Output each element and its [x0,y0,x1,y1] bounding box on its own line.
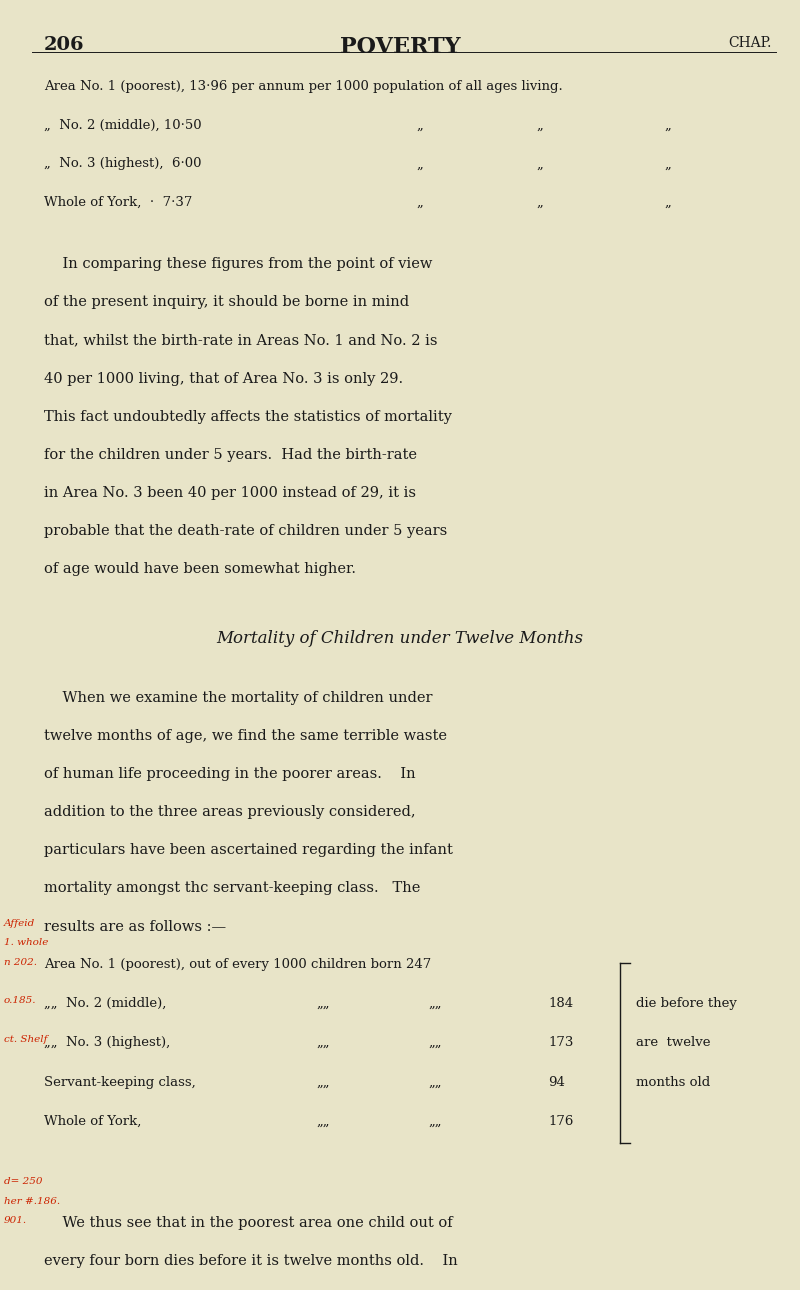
Text: for the children under 5 years.  Had the birth-rate: for the children under 5 years. Had the … [44,448,417,462]
Text: 94: 94 [548,1076,565,1089]
Text: „: „ [416,196,422,209]
Text: results are as follows :—: results are as follows :— [44,920,226,934]
Text: Whole of York,: Whole of York, [44,1115,142,1127]
Text: „„: „„ [428,1076,442,1089]
Text: This fact undoubtedly affects the statistics of mortality: This fact undoubtedly affects the statis… [44,410,452,423]
Text: When we examine the mortality of children under: When we examine the mortality of childre… [44,691,433,706]
Text: „„: „„ [316,1036,330,1049]
Text: „: „ [416,119,422,132]
Text: „„  No. 2 (middle),: „„ No. 2 (middle), [44,997,166,1010]
Text: her #.186.: her #.186. [4,1197,60,1206]
Text: „: „ [664,196,670,209]
Text: 173: 173 [548,1036,574,1049]
Text: of the present inquiry, it should be borne in mind: of the present inquiry, it should be bor… [44,295,409,310]
Text: in Area No. 3 been 40 per 1000 instead of 29, it is: in Area No. 3 been 40 per 1000 instead o… [44,485,416,499]
Text: „„: „„ [316,1115,330,1127]
Text: 206: 206 [44,36,85,54]
Text: ct. Shelf: ct. Shelf [4,1035,47,1044]
Text: „: „ [536,157,542,170]
Text: Area No. 1 (poorest), 13·96 per annum per 1000 population of all ages living.: Area No. 1 (poorest), 13·96 per annum pe… [44,80,562,93]
Text: „„: „„ [428,1115,442,1127]
Text: „„: „„ [428,1036,442,1049]
Text: „„: „„ [316,997,330,1010]
Text: „: „ [536,196,542,209]
Text: „: „ [536,119,542,132]
Text: „: „ [664,119,670,132]
Text: mortality amongst thc servant-keeping class.   The: mortality amongst thc servant-keeping cl… [44,881,420,895]
Text: 176: 176 [548,1115,574,1127]
Text: probable that the death-rate of children under 5 years: probable that the death-rate of children… [44,524,447,538]
Text: twelve months of age, we find the same terrible waste: twelve months of age, we find the same t… [44,729,447,743]
Text: are  twelve: are twelve [636,1036,710,1049]
Text: „„: „„ [428,997,442,1010]
Text: of human life proceeding in the poorer areas.    In: of human life proceeding in the poorer a… [44,768,416,782]
Text: that, whilst the birth-rate in Areas No. 1 and No. 2 is: that, whilst the birth-rate in Areas No.… [44,334,438,347]
Text: 901.: 901. [4,1216,27,1226]
Text: of age would have been somewhat higher.: of age would have been somewhat higher. [44,561,356,575]
Text: addition to the three areas previously considered,: addition to the three areas previously c… [44,805,416,819]
Text: „  No. 2 (middle), 10·50: „ No. 2 (middle), 10·50 [44,119,202,132]
Text: Area No. 1 (poorest), out of every 1000 children born 247: Area No. 1 (poorest), out of every 1000 … [44,957,431,970]
Text: „  No. 3 (highest),  6·00: „ No. 3 (highest), 6·00 [44,157,202,170]
Text: n 202.: n 202. [4,957,37,966]
Text: „„  No. 3 (highest),: „„ No. 3 (highest), [44,1036,170,1049]
Text: o.185.: o.185. [4,996,37,1005]
Text: In comparing these figures from the point of view: In comparing these figures from the poin… [44,258,432,271]
Text: Affeid: Affeid [4,918,35,928]
Text: „: „ [416,157,422,170]
Text: Mortality of Children under Twelve Months: Mortality of Children under Twelve Month… [217,631,583,648]
Text: 184: 184 [548,997,573,1010]
Text: die before they: die before they [636,997,737,1010]
Text: months old: months old [636,1076,710,1089]
Text: Servant-keeping class,: Servant-keeping class, [44,1076,196,1089]
Text: Whole of York,  ·  7·37: Whole of York, · 7·37 [44,196,192,209]
Text: every four born dies before it is twelve months old.    In: every four born dies before it is twelve… [44,1254,458,1268]
Text: „„: „„ [316,1076,330,1089]
Text: POVERTY: POVERTY [340,36,460,58]
Text: 40 per 1000 living, that of Area No. 3 is only 29.: 40 per 1000 living, that of Area No. 3 i… [44,372,403,386]
Text: d= 250: d= 250 [4,1178,42,1187]
Text: CHAP.: CHAP. [729,36,772,50]
Text: 1. whole: 1. whole [4,938,48,947]
Text: particulars have been ascertained regarding the infant: particulars have been ascertained regard… [44,844,453,858]
Text: We thus see that in the poorest area one child out of: We thus see that in the poorest area one… [44,1216,453,1229]
Text: „: „ [664,157,670,170]
